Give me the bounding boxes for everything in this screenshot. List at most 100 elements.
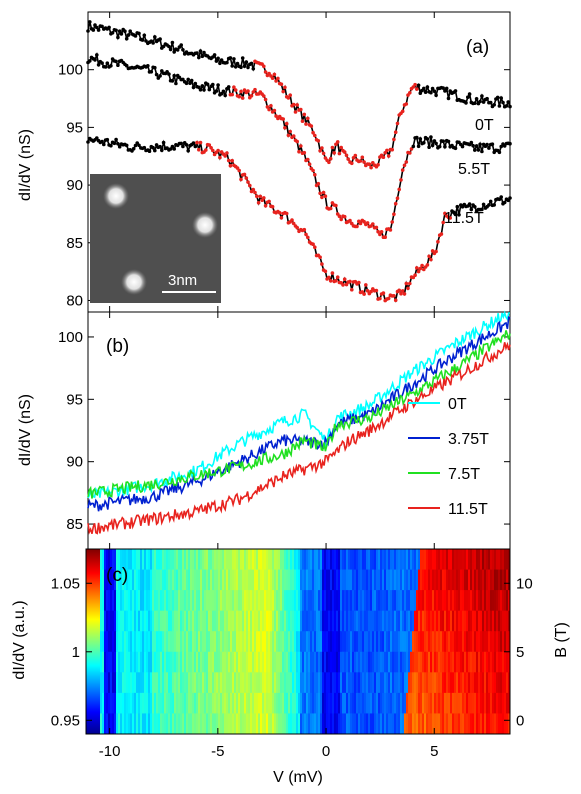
heatmap-cell (326, 672, 329, 694)
heatmap-cell (192, 610, 195, 632)
data-point (295, 225, 300, 230)
heatmap-cell (426, 651, 429, 673)
heatmap-cell (198, 631, 201, 653)
heatmap-cell (496, 631, 499, 653)
heatmap-cell (166, 672, 169, 694)
heatmap-cell (144, 610, 147, 632)
heatmap-cell (414, 590, 417, 612)
data-point (411, 144, 416, 149)
heatmap-cell (168, 569, 171, 591)
heatmap-cell (498, 590, 501, 612)
heatmap-cell (446, 672, 449, 694)
heatmap-cell (222, 610, 225, 632)
heatmap-cell (116, 651, 119, 673)
heatmap-cell (476, 651, 479, 673)
data-point (207, 87, 212, 92)
heatmap-cell (114, 651, 117, 673)
heatmap-cell (382, 672, 385, 694)
data-point (95, 53, 99, 57)
data-point (100, 24, 104, 29)
data-point (415, 135, 419, 140)
heatmap-cell (236, 651, 239, 673)
data-point (469, 207, 474, 212)
heatmap-cell (102, 549, 105, 570)
heatmap-cell (138, 631, 141, 653)
heatmap-cell (304, 590, 307, 612)
heatmap-cell (166, 651, 169, 673)
heatmap-cell (458, 713, 461, 735)
data-point (422, 141, 426, 145)
data-point (95, 25, 99, 30)
heatmap-cell (240, 610, 243, 632)
heatmap-cell (222, 713, 225, 735)
data-point (348, 279, 352, 284)
heatmap-cell (180, 651, 183, 673)
heatmap-cell (474, 692, 477, 714)
heatmap-cell (478, 631, 481, 653)
heatmap-cell (128, 549, 131, 570)
curve-11.5T (87, 341, 511, 535)
heatmap-cell (412, 631, 415, 653)
heatmap-cell (198, 610, 201, 632)
heatmap-cell (188, 610, 191, 632)
heatmap-cell (216, 569, 219, 591)
heatmap-cell (450, 651, 453, 673)
heatmap-cell (370, 651, 373, 673)
heatmap-cell (462, 692, 465, 714)
heatmap-cell (396, 692, 399, 714)
heatmap-cell (162, 590, 165, 612)
heatmap-cell (374, 610, 377, 632)
heatmap-cell (406, 651, 409, 673)
heatmap-cell (408, 569, 411, 591)
heatmap-cell (404, 692, 407, 714)
heatmap-cell (394, 549, 397, 570)
heatmap-cell (492, 713, 495, 735)
heatmap-cell (178, 631, 181, 653)
heatmap-cell (436, 713, 439, 735)
heatmap-cell (468, 590, 471, 612)
heatmap-cell (460, 590, 463, 612)
data-point (209, 146, 213, 150)
heatmap-cell (136, 672, 139, 694)
heatmap-cell (288, 672, 291, 694)
data-point (251, 67, 256, 71)
heatmap-cell (220, 651, 223, 673)
data-point (175, 48, 180, 52)
heatmap-cell (304, 672, 307, 694)
heatmap-cell (158, 590, 161, 612)
heatmap-cell (122, 631, 125, 653)
heatmap-cell (422, 631, 425, 653)
data-point (499, 96, 504, 100)
heatmap-cell (412, 692, 415, 714)
heatmap-cell (190, 569, 193, 591)
heatmap-cell (172, 610, 175, 632)
heatmap-cell (298, 549, 301, 570)
heatmap-cell (120, 590, 123, 612)
heatmap-cell (424, 651, 427, 673)
heatmap-cell (376, 692, 379, 714)
heatmap-cell (258, 610, 261, 632)
heatmap-cell (148, 631, 151, 653)
heatmap-cell (288, 569, 291, 591)
data-point (473, 205, 477, 209)
data-point (409, 147, 414, 151)
heatmap-cell (404, 713, 407, 735)
heatmap-cell (116, 569, 119, 591)
data-point (299, 144, 303, 148)
heatmap-cell (116, 610, 119, 632)
heatmap-cell (268, 549, 271, 570)
heatmap-cell (420, 631, 423, 653)
heatmap-cell (250, 631, 253, 653)
heatmap-cell (476, 672, 479, 694)
heatmap-cell (380, 631, 383, 653)
heatmap-cell (280, 651, 283, 673)
heatmap-cell (204, 549, 207, 570)
heatmap-cell (116, 672, 119, 694)
heatmap-cell (248, 651, 251, 673)
data-point (495, 95, 500, 100)
data-point (390, 147, 395, 152)
heatmap-cell (188, 590, 191, 612)
heatmap-cell (194, 590, 197, 612)
heatmap-cell (130, 549, 133, 570)
